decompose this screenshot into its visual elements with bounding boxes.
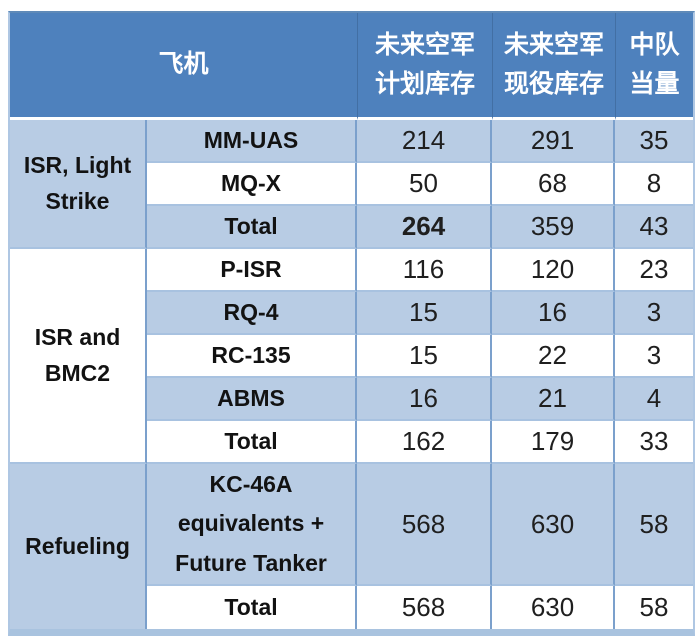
aircraft-name: KC-46A equivalents + Future Tanker <box>147 464 358 586</box>
planned-value: 15 <box>357 335 493 378</box>
planned-value: 214 <box>357 120 493 163</box>
squadron-value: 33 <box>615 421 694 464</box>
aircraft-name: RC-135 <box>147 335 358 378</box>
squadron-value: 58 <box>615 586 694 629</box>
active-value: 120 <box>492 249 616 292</box>
total-label: Total <box>147 586 358 629</box>
table-total-row: Total 162 179 33 <box>10 421 694 464</box>
active-value: 68 <box>492 163 616 206</box>
table-total-row: Total 568 630 58 <box>10 586 694 629</box>
aircraft-name: RQ-4 <box>147 292 358 335</box>
table-row: ABMS 16 21 4 <box>10 378 694 421</box>
total-label: Total <box>147 421 358 464</box>
aircraft-inventory-table: 飞机 未来空军 计划库存 未来空军 现役库存 中队 当量 ISR, Light … <box>8 11 696 636</box>
squadron-value: 8 <box>615 163 694 206</box>
header-planned-inventory: 未来空军 计划库存 <box>357 13 493 120</box>
aircraft-name: MM-UAS <box>147 120 358 163</box>
header-squadron-equivalent: 中队 当量 <box>615 13 694 120</box>
planned-value: 50 <box>357 163 493 206</box>
table-row: ISR and BMC2 P-ISR 116 120 23 <box>10 249 694 464</box>
squadron-value: 58 <box>615 464 694 586</box>
planned-value: 568 <box>357 586 493 629</box>
table-header-row: 飞机 未来空军 计划库存 未来空军 现役库存 中队 当量 <box>10 13 694 120</box>
active-value: 21 <box>492 378 616 421</box>
group-label-refueling: Refueling <box>10 464 147 629</box>
aircraft-name: P-ISR <box>147 249 358 292</box>
squadron-value: 35 <box>615 120 694 163</box>
active-value: 630 <box>492 464 616 586</box>
table-row: RC-135 15 22 3 <box>10 335 694 378</box>
squadron-value: 23 <box>615 249 694 292</box>
table-row: Refueling KC-46A equivalents + Future Ta… <box>10 464 694 629</box>
header-aircraft: 飞机 <box>10 13 358 120</box>
group-label-isr-light-strike: ISR, Light Strike <box>10 120 147 249</box>
planned-value: 162 <box>357 421 493 464</box>
active-value: 291 <box>492 120 616 163</box>
active-value: 179 <box>492 421 616 464</box>
active-value: 630 <box>492 586 616 629</box>
squadron-value: 43 <box>615 206 694 249</box>
table-row: RQ-4 15 16 3 <box>10 292 694 335</box>
planned-value: 264 <box>357 206 493 249</box>
table-total-row: Total 264 359 43 <box>10 206 694 249</box>
planned-value: 568 <box>357 464 493 586</box>
squadron-value: 3 <box>615 335 694 378</box>
header-aircraft-label: 飞机 <box>158 50 209 79</box>
planned-value: 15 <box>357 292 493 335</box>
aircraft-name: ABMS <box>147 378 358 421</box>
total-label: Total <box>147 206 358 249</box>
active-value: 359 <box>492 206 616 249</box>
planned-value: 16 <box>357 378 493 421</box>
active-value: 22 <box>492 335 616 378</box>
table-row: MQ-X 50 68 8 <box>10 163 694 206</box>
aircraft-name: MQ-X <box>147 163 358 206</box>
planned-value: 116 <box>357 249 493 292</box>
header-active-inventory: 未来空军 现役库存 <box>492 13 616 120</box>
squadron-value: 4 <box>615 378 694 421</box>
squadron-value: 3 <box>615 292 694 335</box>
active-value: 16 <box>492 292 616 335</box>
table-row: ISR, Light Strike MM-UAS 214 291 35 <box>10 120 694 249</box>
group-label-isr-and-bmc2: ISR and BMC2 <box>10 249 147 464</box>
